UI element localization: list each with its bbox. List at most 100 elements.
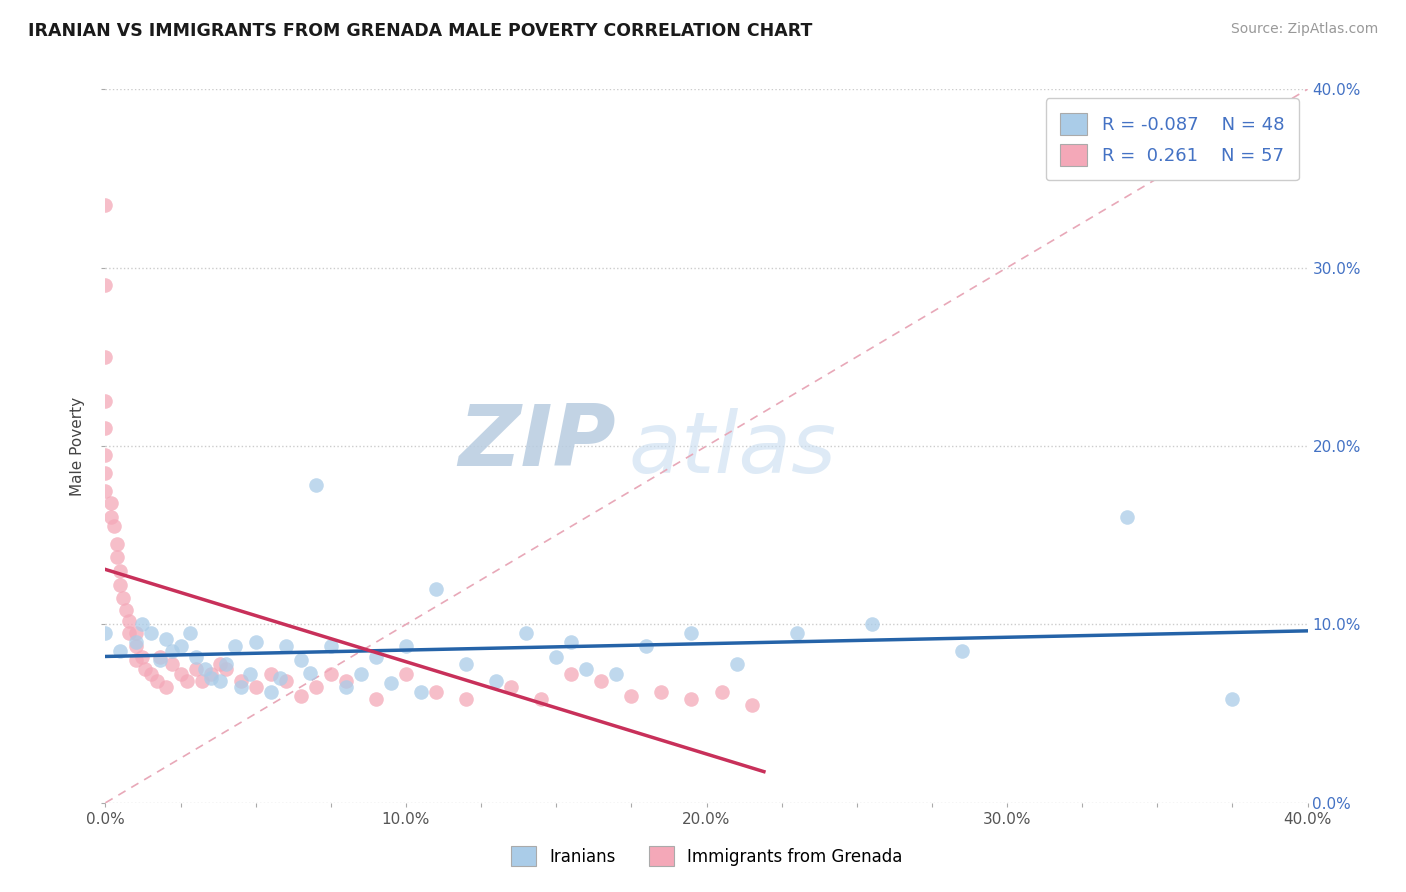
Point [260,685,283,699]
Point [131,649,153,664]
Point [134,662,156,676]
Point [364,649,387,664]
Point [176,674,198,689]
Point [100,496,122,510]
Point [107,537,129,551]
Y-axis label: Male Poverty: Male Poverty [70,396,86,496]
Point [546,649,568,664]
Point [229,680,252,694]
Point [245,635,267,649]
Point [115,603,138,617]
Point [425,582,447,596]
Point [274,639,297,653]
Point [860,617,883,632]
Point [620,689,643,703]
Point [112,591,135,605]
Point [179,626,201,640]
Point [110,578,132,592]
Point [305,478,328,492]
Point [290,689,312,703]
Point [94,626,117,640]
Point [145,674,167,689]
Point [681,626,703,640]
Point [124,639,146,653]
Point [100,510,122,524]
Point [319,639,342,653]
Point [94,448,117,462]
Point [160,644,183,658]
Point [94,483,117,498]
Point [395,639,418,653]
Point [94,421,117,435]
Point [786,626,808,640]
Point [454,657,477,671]
Point [239,667,262,681]
Point [454,692,477,706]
Point [194,662,217,676]
Point [681,692,703,706]
Point [229,674,252,689]
Point [124,626,146,640]
Point [184,662,207,676]
Point [208,674,231,689]
Point [395,667,418,681]
Point [560,667,582,681]
Point [169,639,191,653]
Point [741,698,763,712]
Point [214,657,236,671]
Point [575,662,598,676]
Point [160,657,183,671]
Point [169,667,191,681]
Point [425,685,447,699]
Point [148,653,170,667]
Text: IRANIAN VS IMMIGRANTS FROM GRENADA MALE POVERTY CORRELATION CHART: IRANIAN VS IMMIGRANTS FROM GRENADA MALE … [28,22,813,40]
Text: atlas: atlas [628,408,837,491]
Point [298,665,321,680]
Point [184,649,207,664]
Point [560,635,582,649]
Point [1116,510,1139,524]
Point [245,680,267,694]
Point [350,667,373,681]
Point [94,278,117,293]
Point [148,649,170,664]
Legend: Iranians, Immigrants from Grenada: Iranians, Immigrants from Grenada [503,839,910,873]
Point [950,644,973,658]
Point [636,639,658,653]
Point [591,674,613,689]
Point [94,394,117,409]
Point [131,617,153,632]
Point [155,680,177,694]
Point [200,667,222,681]
Point [335,680,357,694]
Point [1222,692,1244,706]
Point [110,564,132,578]
Point [290,653,312,667]
Point [364,692,387,706]
Point [110,644,132,658]
Point [260,667,283,681]
Point [200,671,222,685]
Point [190,674,212,689]
Text: ZIP: ZIP [458,401,616,484]
Point [118,626,141,640]
Point [124,653,146,667]
Point [107,549,129,564]
Point [103,519,125,533]
Point [335,674,357,689]
Point [139,667,162,681]
Point [305,680,328,694]
Point [94,350,117,364]
Point [530,692,553,706]
Point [224,639,246,653]
Point [485,674,508,689]
Point [319,667,342,681]
Point [269,671,291,685]
Point [208,657,231,671]
Text: Source: ZipAtlas.com: Source: ZipAtlas.com [1230,22,1378,37]
Point [94,198,117,212]
Point [501,680,523,694]
Point [725,657,748,671]
Point [710,685,733,699]
Point [94,466,117,480]
